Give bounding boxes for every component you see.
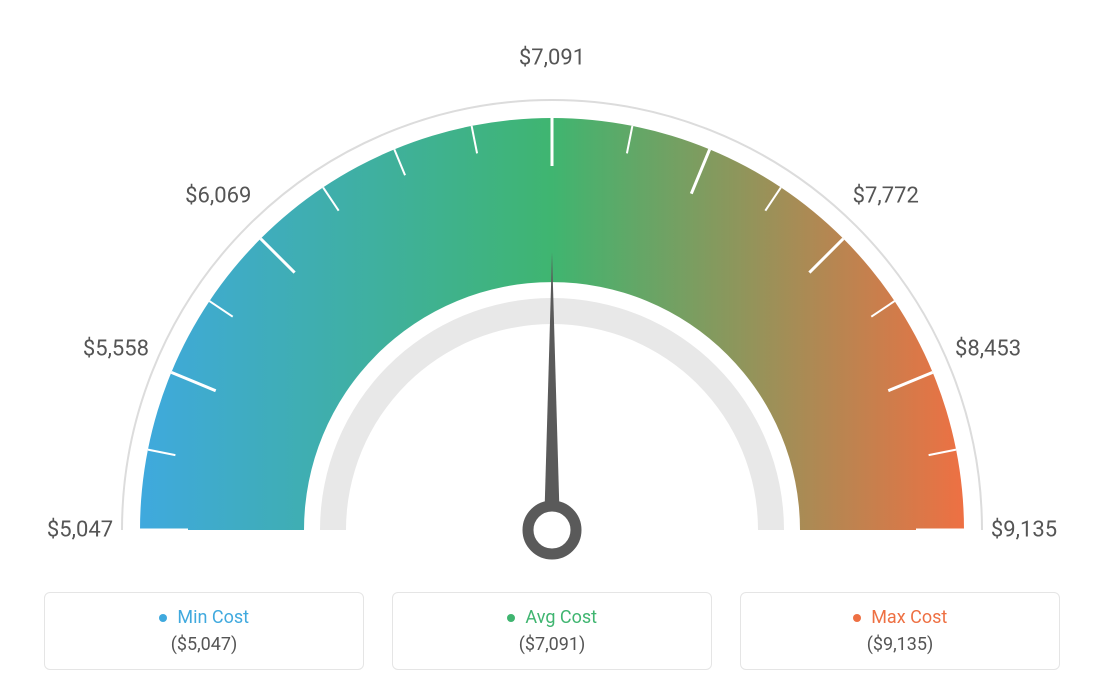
legend-avg-title: Avg Cost <box>393 607 711 628</box>
legend-row: Min Cost ($5,047) Avg Cost ($7,091) Max … <box>44 592 1060 670</box>
legend-avg-value: ($7,091) <box>393 634 711 655</box>
legend-max-label: Max Cost <box>871 607 947 628</box>
legend-avg-label: Avg Cost <box>525 607 597 628</box>
gauge-tick-label: $7,772 <box>853 184 919 209</box>
gauge-svg <box>22 20 1082 580</box>
legend-min-label: Min Cost <box>177 607 249 628</box>
dot-min <box>159 614 167 622</box>
dot-max <box>853 614 861 622</box>
gauge-chart: $5,047 $5,558 $6,069 $7,091 $7,772 $8,453 $9,1… <box>22 20 1082 580</box>
gauge-tick-label: $9,135 <box>991 518 1057 543</box>
legend-avg: Avg Cost ($7,091) <box>392 592 712 670</box>
legend-max: Max Cost ($9,135) <box>740 592 1060 670</box>
legend-min-value: ($5,047) <box>45 634 363 655</box>
gauge-tick-label: $7,091 <box>519 46 585 71</box>
gauge-tick-label: $5,558 <box>83 337 149 362</box>
dot-avg <box>507 614 515 622</box>
gauge-tick-label: $5,047 <box>47 518 113 543</box>
legend-max-title: Max Cost <box>741 607 1059 628</box>
gauge-tick-label: $6,069 <box>185 184 251 209</box>
legend-max-value: ($9,135) <box>741 634 1059 655</box>
gauge-tick-label: $8,453 <box>955 337 1021 362</box>
legend-min-title: Min Cost <box>45 607 363 628</box>
legend-min: Min Cost ($5,047) <box>44 592 364 670</box>
